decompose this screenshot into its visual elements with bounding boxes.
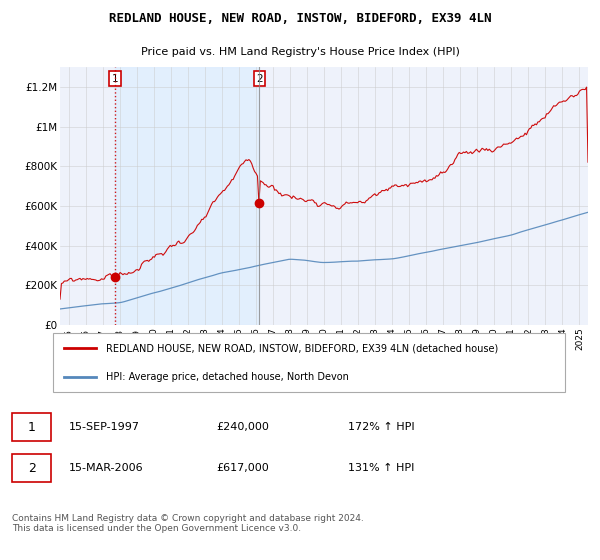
Text: REDLAND HOUSE, NEW ROAD, INSTOW, BIDEFORD, EX39 4LN (detached house): REDLAND HOUSE, NEW ROAD, INSTOW, BIDEFOR… [106, 343, 499, 353]
Text: 1: 1 [112, 73, 118, 83]
Text: 1: 1 [28, 421, 36, 433]
Text: £240,000: £240,000 [216, 422, 269, 432]
Text: 15-SEP-1997: 15-SEP-1997 [69, 422, 140, 432]
Text: 2: 2 [256, 73, 263, 83]
Text: Contains HM Land Registry data © Crown copyright and database right 2024.
This d: Contains HM Land Registry data © Crown c… [12, 514, 364, 533]
Text: 2: 2 [28, 462, 36, 475]
Text: REDLAND HOUSE, NEW ROAD, INSTOW, BIDEFORD, EX39 4LN: REDLAND HOUSE, NEW ROAD, INSTOW, BIDEFOR… [109, 12, 491, 25]
Text: Price paid vs. HM Land Registry's House Price Index (HPI): Price paid vs. HM Land Registry's House … [140, 48, 460, 58]
Text: 15-MAR-2006: 15-MAR-2006 [69, 463, 143, 473]
Bar [115, 67, 259, 325]
Bar [12, 413, 51, 441]
Text: HPI: Average price, detached house, North Devon: HPI: Average price, detached house, Nort… [106, 372, 349, 382]
Text: 131% ↑ HPI: 131% ↑ HPI [348, 463, 415, 473]
Text: £617,000: £617,000 [216, 463, 269, 473]
Bar [12, 454, 51, 482]
Text: 172% ↑ HPI: 172% ↑ HPI [348, 422, 415, 432]
